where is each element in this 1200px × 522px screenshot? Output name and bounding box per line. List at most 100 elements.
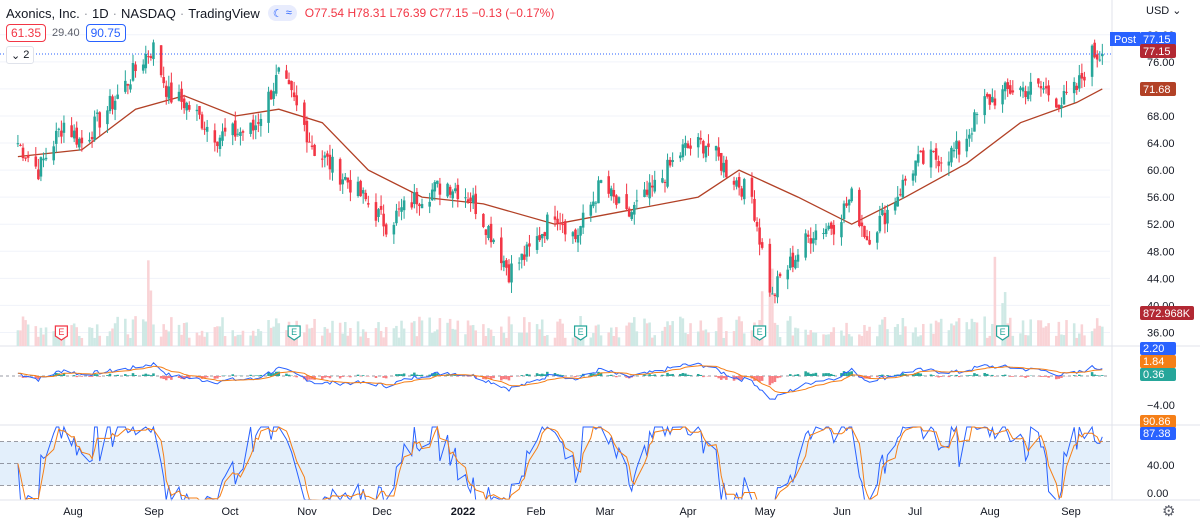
marker-shape [573, 325, 588, 341]
candle-body [538, 234, 541, 241]
candle-body [418, 204, 421, 207]
volume-bar [402, 328, 406, 346]
macd-histogram-bar [563, 376, 567, 377]
macd-histogram-bar [500, 376, 503, 381]
time-tick: May [755, 506, 776, 518]
candle-body [737, 177, 741, 188]
macd-histogram-bar [341, 376, 344, 377]
macd-histogram-bar [558, 374, 562, 376]
candle-body [367, 203, 370, 205]
macd-histogram-bar [1003, 374, 1007, 376]
candle-body [702, 140, 705, 154]
candle-body [517, 262, 521, 264]
volume-bar [277, 323, 281, 346]
earnings-marker: E [573, 325, 588, 341]
volume-bar [957, 318, 961, 346]
volume-bar [218, 326, 222, 346]
candle-body [571, 232, 575, 237]
candle-body [205, 126, 209, 132]
candle-body [955, 140, 958, 149]
macd-histogram-bar [374, 376, 378, 378]
volume-bar [648, 322, 651, 346]
time-axis[interactable]: Aug Sep Oct Nov Dec 2022 Feb Mar Apr May Jun Jul Aug… [0, 499, 1200, 518]
volume-bar [714, 331, 718, 346]
indicator-values-row: 61.35 29.40 90.75 [6, 24, 126, 42]
volume-bar [310, 327, 314, 346]
macd-label: 0.36 [1140, 368, 1176, 381]
volume-bar [778, 337, 782, 346]
volume-bar [922, 323, 925, 346]
macd-histogram-bar [466, 376, 470, 377]
macd-histogram-bar [868, 376, 871, 379]
macd-histogram-bar [259, 374, 263, 376]
volume-bar [968, 329, 971, 346]
macd-histogram-bar [98, 376, 102, 377]
stoch-label: 90.86 [1140, 415, 1176, 428]
candle-body [1044, 86, 1048, 89]
volume-bar [95, 324, 99, 346]
candle-body [187, 105, 191, 110]
currency-label[interactable]: USD ⌄ [1146, 4, 1182, 17]
interval[interactable]: 1D [92, 5, 109, 21]
volume-bar [433, 331, 437, 346]
stoch-label-text: 90.86 [1143, 416, 1171, 428]
macd-histogram-bar [34, 376, 38, 379]
candle-body [356, 181, 360, 197]
candle-body [661, 178, 664, 183]
candle-body [164, 85, 168, 97]
volume-bar [704, 329, 708, 346]
volume-bar [707, 332, 710, 346]
marker-shape [995, 325, 1010, 341]
symbol-name[interactable]: Axonics, Inc. [6, 5, 80, 21]
volume-bar [947, 330, 951, 346]
candle-body [904, 178, 907, 181]
price-label-box [1140, 306, 1194, 320]
macd-histogram-bar [832, 374, 836, 376]
indicator-collapse-button[interactable]: ⌄ 2 [6, 46, 35, 64]
earnings-marker: E [54, 325, 68, 341]
macd-histogram-bar [313, 376, 316, 380]
candle-body [446, 183, 449, 197]
candle-body [932, 150, 935, 153]
candle-body [21, 147, 25, 159]
candle-body [75, 127, 79, 145]
candle-body [773, 294, 777, 297]
candle-body [812, 238, 815, 244]
candle-body [878, 215, 882, 232]
candle-body [968, 134, 971, 139]
macd-histogram-bar [939, 376, 943, 377]
macd-histogram-bar [75, 376, 79, 378]
candle-body [346, 177, 350, 183]
candle-body [185, 102, 188, 111]
session-toggle[interactable]: ☾ ≈ [267, 5, 297, 21]
candle-body [42, 158, 45, 161]
candle-body [62, 122, 66, 133]
volume-bar [239, 334, 242, 346]
volume-bar [543, 335, 547, 346]
volume-bar [308, 328, 311, 346]
macd-histogram-bar [502, 376, 506, 380]
gear-icon[interactable]: ⚙ [1162, 503, 1176, 520]
volume-bar [929, 323, 933, 346]
macd-histogram-bar [216, 376, 219, 379]
volume-bar [970, 318, 974, 346]
volume-bar [768, 268, 772, 346]
candle-body [896, 196, 899, 207]
macd-histogram-bar [410, 374, 414, 376]
volume-bar [507, 316, 511, 346]
candle-body [113, 100, 117, 110]
volume-bar [911, 332, 915, 346]
candle-body [1037, 78, 1040, 84]
macd-histogram-bar [257, 375, 260, 376]
candle-body [546, 214, 549, 240]
candle-body [471, 195, 475, 203]
candle-body [326, 153, 329, 157]
candle-body [124, 80, 127, 92]
macd-histogram-bar [320, 376, 324, 380]
volume-bar [482, 324, 485, 346]
volume-bar [195, 332, 199, 346]
candle-body [617, 197, 621, 204]
time-tick: Jul [908, 506, 922, 518]
